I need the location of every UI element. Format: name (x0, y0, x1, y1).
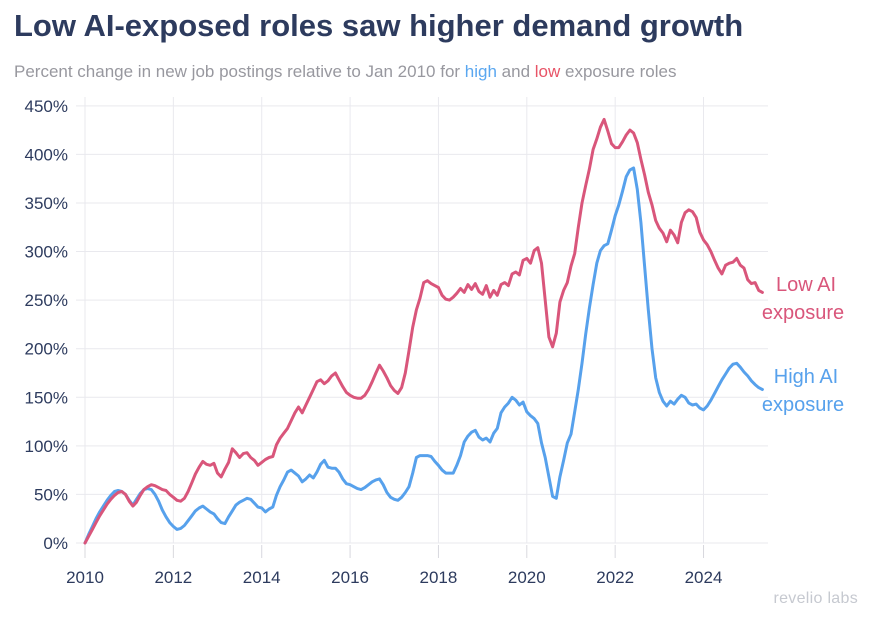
subtitle-high-word: high (464, 62, 497, 81)
x-axis-ticks (84, 545, 705, 558)
y-axis-tick-label: 300% (25, 243, 68, 262)
series-label-low-ai-line2: exposure (762, 302, 844, 324)
y-axis-tick-label: 100% (25, 437, 68, 456)
y-axis-tick-label: 50% (34, 485, 68, 504)
vertical-gridlines (84, 97, 705, 543)
horizontal-gridlines (76, 105, 768, 544)
x-axis-tick-label: 2016 (331, 568, 369, 587)
y-axis-tick-label: 450% (25, 97, 68, 116)
chart-title: Low AI-exposed roles saw higher demand g… (14, 8, 744, 43)
revelio-labs-logo: revelio labs (773, 590, 858, 607)
series-label-high-ai-line2: exposure (762, 394, 844, 416)
subtitle-text-before: Percent change in new job postings relat… (14, 62, 465, 81)
subtitle-low-word: low (534, 62, 561, 81)
x-axis-tick-label: 2014 (243, 568, 281, 587)
y-axis-tick-label: 400% (25, 145, 68, 164)
series-line-low-ai (83, 117, 764, 545)
y-axis-tick-label: 0% (43, 534, 68, 553)
series-label-high-ai-line1: High AI (774, 366, 838, 388)
y-axis-tick-label: 350% (25, 194, 68, 213)
x-axis-tick-label: 2010 (66, 568, 104, 587)
y-axis-tick-label: 200% (25, 340, 68, 359)
y-axis-tick-label: 150% (25, 388, 68, 407)
subtitle-text-after: exposure roles (560, 62, 677, 81)
x-axis-tick-label: 2018 (420, 568, 458, 587)
subtitle-text-between: and (496, 62, 535, 81)
x-axis-tick-label: 2020 (508, 568, 546, 587)
x-axis-labels: 2010 2012 2014 2016 2018 2020 2022 2024 (66, 568, 722, 587)
series-label-low-ai-line1: Low AI (776, 274, 836, 296)
x-axis-tick-label: 2022 (596, 568, 634, 587)
chart-subtitle: Percent change in new job postings relat… (14, 62, 677, 82)
y-axis-labels: 450% 400% 350% 300% 250% 200% 150% 100% 50% 0% (25, 97, 68, 553)
series-line-high-ai (83, 166, 764, 545)
x-axis-tick-label: 2024 (685, 568, 723, 587)
series-lines (83, 117, 764, 545)
x-axis-tick-label: 2012 (154, 568, 192, 587)
y-axis-tick-label: 250% (25, 291, 68, 310)
